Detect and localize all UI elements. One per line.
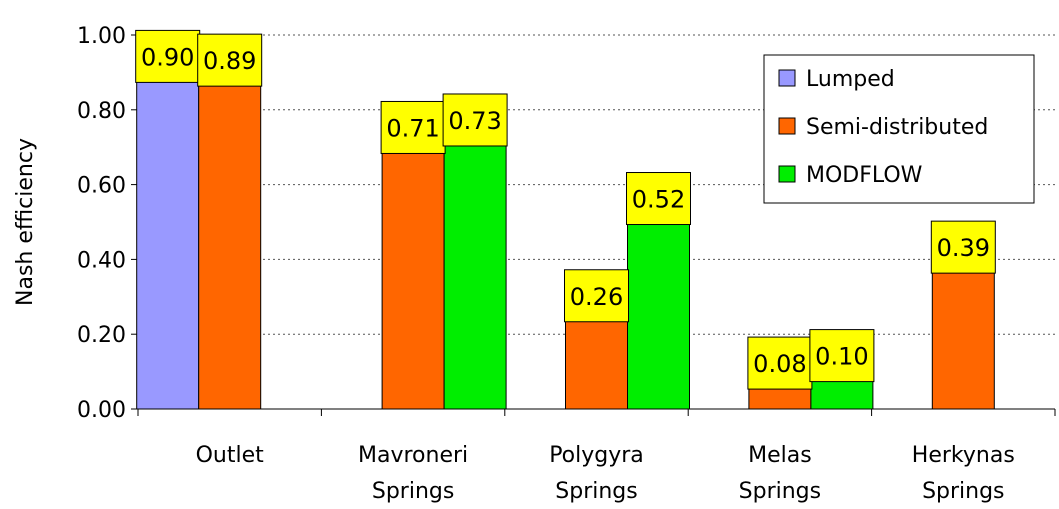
- bar-semi-distributed: [198, 75, 262, 410]
- bar-semi-distributed: [565, 311, 628, 410]
- data-labels: 0.90 0.89 0.71 0.73 0.26 0.52 0.08 0.10 0.39: [135, 29, 996, 390]
- x-tick-label: Polygyra: [549, 443, 644, 468]
- data-label-box: [930, 220, 996, 274]
- data-label: 0.10: [815, 343, 868, 371]
- y-tick-label: 0.40: [77, 248, 126, 273]
- y-tick-label: 0.80: [77, 99, 126, 124]
- x-tick-label: Springs: [922, 479, 1004, 504]
- data-label-box: [442, 93, 508, 147]
- y-tick-label: 0.20: [77, 323, 126, 348]
- y-tick-label: 0.60: [77, 174, 126, 199]
- data-label-box: [564, 269, 629, 323]
- data-label: 0.52: [632, 186, 685, 214]
- bar-lumped: [136, 71, 200, 410]
- x-tick-label: Melas: [748, 443, 812, 468]
- data-label-box: [135, 29, 201, 83]
- y-tick-label: 0.00: [77, 398, 126, 423]
- data-label: 0.89: [203, 47, 256, 75]
- bar-semi-distributed: [931, 262, 995, 410]
- legend: Lumped Semi-distributed MODFLOW: [763, 54, 1035, 204]
- x-tick-label: Springs: [739, 479, 821, 504]
- bar-semi-distributed: [381, 142, 445, 410]
- legend-box: [763, 54, 1035, 204]
- x-tick-label: Springs: [372, 479, 454, 504]
- x-tick-label: Mavroneri: [358, 443, 468, 468]
- y-axis-title: Nash efficiency: [13, 138, 38, 306]
- legend-label: Semi-distributed: [806, 115, 988, 140]
- data-label: 0.90: [141, 43, 194, 71]
- legend-swatch: [778, 117, 796, 135]
- x-tick-label: Herkynas: [912, 443, 1015, 468]
- data-label: 0.26: [570, 283, 623, 311]
- legend-label: Lumped: [806, 67, 895, 92]
- bar-modflow: [627, 214, 690, 410]
- data-label-box: [380, 100, 446, 154]
- x-tick-label: Springs: [555, 479, 637, 504]
- data-label: 0.08: [753, 350, 806, 378]
- data-label: 0.39: [937, 234, 990, 262]
- data-label-box: [626, 172, 691, 226]
- data-label-box: [809, 329, 875, 383]
- data-label: 0.71: [386, 114, 439, 142]
- x-axis: Outlet Mavroneri Springs Polygyra Springs Mel…: [137, 408, 1056, 504]
- y-tick-label: 1.00: [77, 24, 126, 49]
- data-label-box: [197, 33, 263, 87]
- y-axis: 0.00 0.20 0.40 0.60 0.80 1.00: [77, 24, 139, 423]
- legend-label: MODFLOW: [806, 163, 923, 188]
- legend-swatch: [778, 69, 796, 87]
- bars: [136, 71, 995, 410]
- data-label: 0.73: [448, 107, 501, 135]
- x-tick-label: Outlet: [196, 443, 265, 468]
- bar-modflow: [443, 135, 507, 410]
- legend-swatch: [778, 165, 796, 183]
